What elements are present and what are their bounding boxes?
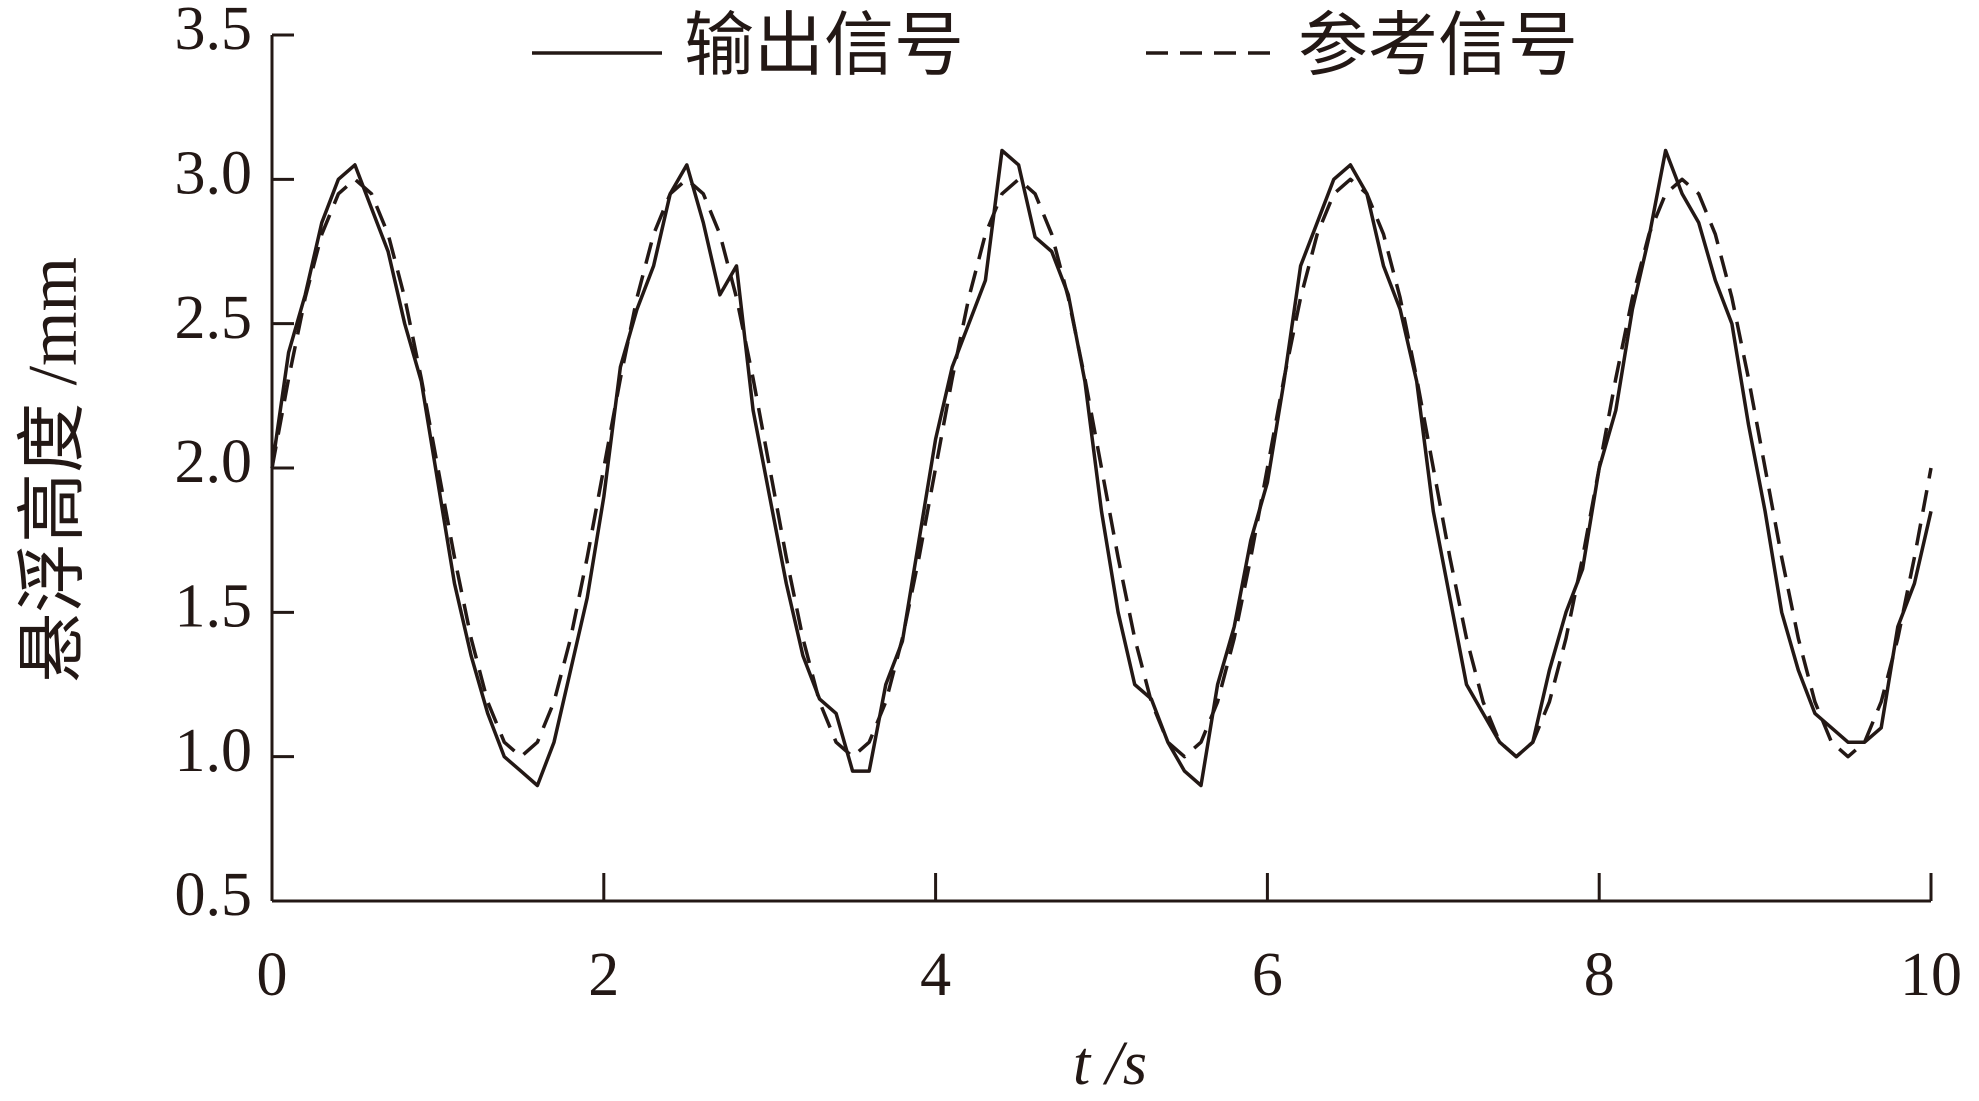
x-tick-label: 8 — [1584, 941, 1615, 1009]
y-tick-label: 2.0 — [175, 428, 253, 496]
y-tick-label: 2.5 — [175, 284, 253, 352]
y-axis-label: 悬浮高度 /mm — [15, 257, 92, 683]
x-tick-label: 6 — [1252, 941, 1283, 1009]
y-tick-label: 1.5 — [175, 573, 253, 641]
y-tick-label: 1.0 — [175, 717, 253, 785]
y-tick-label: 3.5 — [175, 0, 253, 63]
x-axis-label: t /s — [1073, 1030, 1147, 1098]
x-tick-label: 10 — [1900, 941, 1962, 1009]
x-tick-label: 2 — [588, 941, 619, 1009]
y-tick-label: 3.0 — [175, 140, 253, 208]
legend-label: 输出信号 — [684, 8, 964, 85]
series-line — [270, 148, 1933, 788]
y-tick-label: 0.5 — [175, 861, 253, 929]
x-tick-label: 4 — [920, 941, 951, 1009]
x-tick-label: 0 — [257, 941, 288, 1009]
legend-label: 参考信号 — [1298, 8, 1578, 85]
series-line — [270, 177, 1933, 759]
